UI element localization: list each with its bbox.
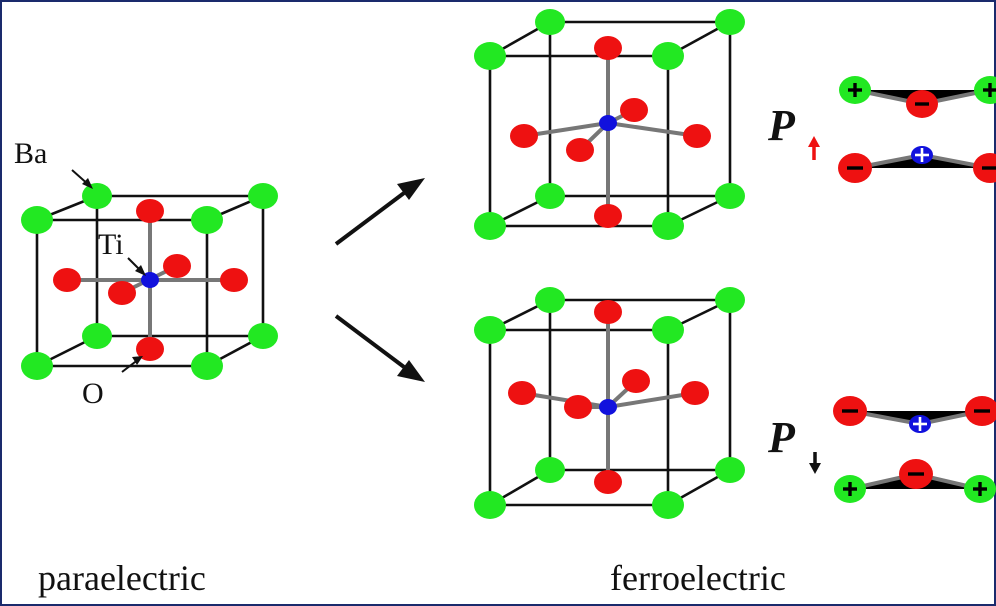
- ba-label: Ba: [14, 137, 47, 170]
- ba-atom: [248, 183, 278, 209]
- polarization-up: P: [767, 76, 996, 183]
- o-atom: [108, 281, 136, 305]
- plus-icon: [973, 482, 987, 496]
- arrow-down-icon: [809, 452, 821, 474]
- paraelectric-caption: paraelectric: [38, 558, 206, 598]
- ba-atom: [474, 316, 506, 344]
- ti-o-bond: [523, 121, 609, 138]
- o-atom: [508, 381, 536, 405]
- ba-atom: [82, 323, 112, 349]
- ferroelectric-caption: ferroelectric: [610, 558, 786, 598]
- ba-atom: [652, 491, 684, 519]
- ba-atom: [535, 457, 565, 483]
- ba-atom: [21, 206, 53, 234]
- paraelectric-cell: Ba Ti O: [14, 137, 278, 410]
- ti-o-bond: [521, 391, 609, 409]
- ba-atom: [535, 287, 565, 313]
- ba-atom: [82, 183, 112, 209]
- o-atom: [510, 124, 538, 148]
- o-atom: [594, 470, 622, 494]
- o-atom: [136, 337, 164, 361]
- ba-atom: [652, 316, 684, 344]
- arrow-right-icon: [334, 178, 425, 246]
- plus-icon: [848, 83, 862, 97]
- o-atom: [681, 381, 709, 405]
- ba-atom: [248, 323, 278, 349]
- o-atom: [594, 204, 622, 228]
- o-atom: [620, 98, 648, 122]
- ba-atom: [715, 9, 745, 35]
- polarization-down: P: [767, 396, 996, 503]
- ba-atom: [652, 42, 684, 70]
- plus-icon: [915, 148, 929, 162]
- arrow-up-icon: [808, 136, 820, 160]
- o-atom: [566, 138, 594, 162]
- pointer-head: [132, 356, 143, 365]
- ti-atom: [599, 399, 617, 415]
- p-down-label: P: [767, 413, 796, 462]
- ba-atom: [191, 206, 223, 234]
- ba-atom: [535, 9, 565, 35]
- ba-atom: [715, 287, 745, 313]
- ba-atom: [474, 491, 506, 519]
- o-atom: [163, 254, 191, 278]
- ti-atom: [599, 115, 617, 131]
- ba-atom: [652, 212, 684, 240]
- plus-icon: [983, 83, 996, 97]
- ba-atom: [21, 352, 53, 380]
- ba-atom: [191, 352, 223, 380]
- o-atom: [683, 124, 711, 148]
- ba-atom: [535, 183, 565, 209]
- o-atom: [564, 395, 592, 419]
- ferroelectric-cell-down: [474, 287, 745, 519]
- ti-o-bond: [607, 391, 696, 409]
- o-atom: [136, 199, 164, 223]
- plus-icon: [843, 482, 857, 496]
- o-atom: [594, 36, 622, 60]
- o-atom: [622, 369, 650, 393]
- p-up-label: P: [767, 101, 796, 150]
- ba-atom: [474, 212, 506, 240]
- ferroelectric-cell-up: [474, 9, 745, 240]
- ba-atom: [715, 457, 745, 483]
- o-atom: [594, 300, 622, 324]
- pointer-head: [135, 265, 146, 276]
- plus-icon: [913, 417, 927, 431]
- o-label: O: [82, 377, 104, 410]
- ti-label: Ti: [98, 228, 124, 261]
- arrow-right-icon: [334, 314, 425, 382]
- ba-atom: [474, 42, 506, 70]
- pointer-head: [82, 178, 93, 189]
- ti-o-bond: [607, 121, 698, 138]
- o-atom: [220, 268, 248, 292]
- o-atom: [53, 268, 81, 292]
- ti-atom: [141, 272, 159, 288]
- ba-atom: [715, 183, 745, 209]
